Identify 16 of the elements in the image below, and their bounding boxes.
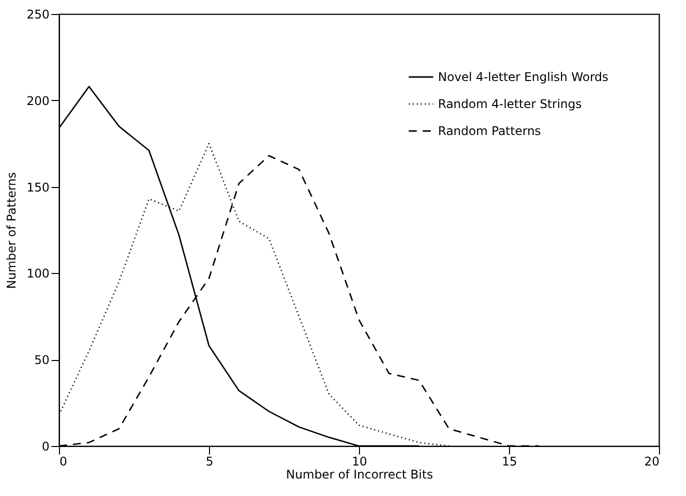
y-tick-label: 250 xyxy=(26,8,50,22)
x-tick-label: 20 xyxy=(644,454,660,468)
x-tick-label: 10 xyxy=(352,454,368,468)
y-tick-label: 150 xyxy=(26,180,50,194)
y-tick-label: 100 xyxy=(26,266,50,281)
legend-label: Novel 4-letter English Words xyxy=(438,70,608,84)
y-tick-label: 50 xyxy=(34,353,50,368)
y-tick-label: 0 xyxy=(42,440,50,454)
legend-label: Random Patterns xyxy=(438,124,541,138)
x-tick-label: 0 xyxy=(60,454,68,468)
x-tick-label: 5 xyxy=(206,454,214,468)
y-tick-label: 200 xyxy=(26,94,50,108)
x-axis-title: Number of Incorrect Bits xyxy=(286,468,433,482)
x-tick-label: 15 xyxy=(502,454,518,468)
y-axis-title: Number of Patterns xyxy=(4,172,19,289)
legend-label: Random 4-letter Strings xyxy=(438,97,582,111)
